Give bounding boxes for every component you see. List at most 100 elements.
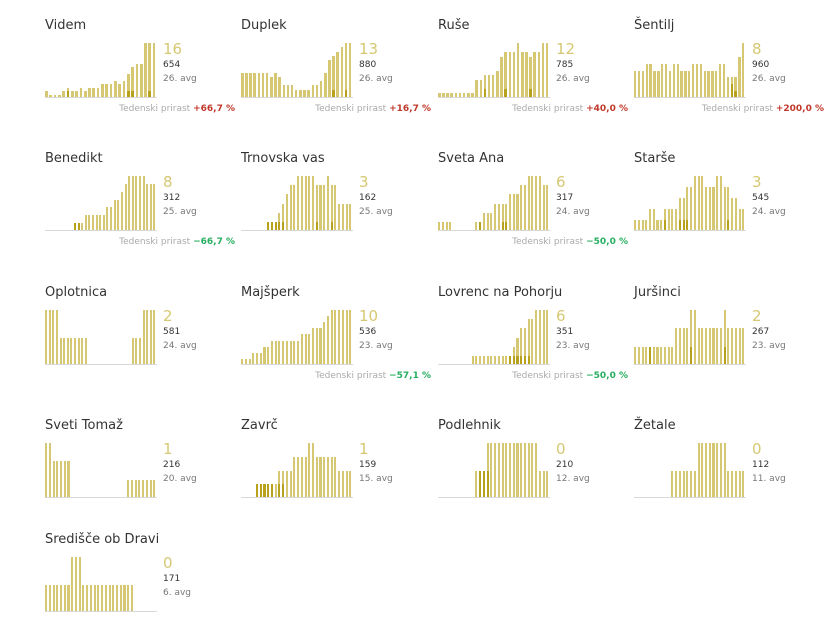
chart-bar-recent [344,89,348,98]
bar-chart [45,310,157,365]
total-cases-value: 545 [752,193,770,203]
chart-bar [701,328,704,365]
weekly-growth: Tedenski prirast −66,7 % [119,237,235,247]
weekly-cases-value: 12 [556,40,576,58]
chart-bar [128,176,131,231]
bar-chart [438,176,550,231]
chart-bar [142,479,145,498]
chart-bar [74,557,78,612]
chart-bar [641,346,644,365]
chart-bar [304,176,307,231]
chart-bar [52,461,55,498]
chart-bar [326,316,330,365]
chart-bar [293,185,296,231]
chart-bar [723,310,726,365]
chart-bar [120,191,123,231]
chart-bar [345,310,348,365]
chart-bar [512,194,515,231]
chart-bar [253,72,256,98]
chart-bar [682,328,685,365]
chart-bar-recent [501,221,504,231]
municipality-name: Trnovska vas [241,151,325,166]
chart-bar-recent [278,484,281,498]
chart-bar [249,72,252,98]
chart-bar [109,84,113,98]
chart-bar [62,91,65,98]
chart-bar [500,56,503,98]
chart-bar-recent [512,355,515,365]
chart-bar-recent [505,221,508,231]
weekly-growth-value: −50,0 % [586,371,628,381]
chart-bar [734,328,737,365]
municipality-name: Benedikt [45,151,103,166]
chart-bar [113,80,117,98]
chart-bar [704,443,708,498]
chart-bar [535,443,538,498]
chart-bar [153,183,156,231]
chart-bar [70,91,74,98]
chart-bar [323,185,326,231]
chart-bar [56,461,59,498]
chart-bar [81,223,84,231]
chart-bar [660,220,663,231]
chart-bar-recent [479,221,482,231]
chart-bar [300,334,303,365]
weekly-growth-label: Tedenski prirast [701,104,773,114]
chart-bar [634,220,637,231]
weekly-cases-value: 2 [752,307,762,325]
bar-chart [634,176,746,231]
chart-bar [130,479,134,498]
chart-bar [303,89,306,98]
chart-bar [348,43,352,98]
chart-bar [637,346,640,365]
chart-bar [716,176,719,231]
municipality-name: Ruše [438,18,470,33]
chart-bar [286,85,290,98]
chart-bar [252,352,255,365]
total-cases-value: 171 [163,574,181,584]
chart-baseline [45,230,157,231]
chart-bar-recent [282,484,285,498]
chart-bar [63,337,66,365]
chart-bar [138,337,141,365]
chart-bar [53,94,57,98]
chart-bar [319,185,322,231]
chart-bar [344,43,348,98]
chart-bar [641,70,645,98]
chart-bar [512,443,515,498]
chart-bar [326,176,330,231]
chart-bar [336,51,339,98]
chart-bar [119,584,122,612]
chart-bar [83,91,87,98]
weekly-growth-value: −66,7 % [193,237,235,247]
chart-bar [349,203,352,231]
chart-bar [326,456,330,498]
chart-bar [667,209,670,231]
chart-bar [308,334,311,365]
chart-bar [641,220,644,231]
chart-baseline [438,497,550,498]
chart-bar [70,337,73,365]
chart-bar [446,93,449,98]
weekly-cases-value: 13 [359,40,379,58]
chart-bar [738,56,741,98]
chart-bar [127,584,130,612]
chart-bar [508,52,512,98]
chart-bar [727,328,730,365]
chart-bar [265,72,269,98]
chart-bar [334,310,337,365]
chart-bar [684,70,687,98]
chart-bar-recent [504,88,507,98]
total-cases-value: 159 [359,460,377,470]
chart-bar [716,328,719,365]
municipality-name: Oplotnica [45,285,108,300]
chart-bar-recent [520,355,523,365]
chart-bar [349,310,352,365]
bar-chart [45,176,157,231]
chart-bar [112,584,115,612]
chart-bar [131,67,134,98]
chart-bar [634,346,637,365]
chart-bar [45,91,48,98]
chart-bar-recent [126,91,130,98]
chart-bar [663,346,667,365]
